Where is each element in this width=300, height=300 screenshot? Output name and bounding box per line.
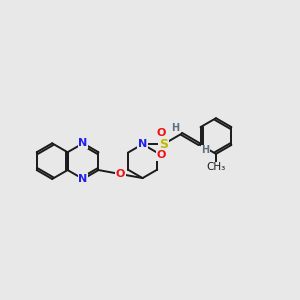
Text: O: O bbox=[157, 150, 166, 160]
Text: S: S bbox=[159, 138, 168, 151]
Text: N: N bbox=[138, 139, 147, 149]
Text: O: O bbox=[157, 128, 166, 138]
Text: H: H bbox=[201, 146, 209, 155]
Text: N: N bbox=[78, 174, 88, 184]
Text: CH₃: CH₃ bbox=[206, 162, 226, 172]
Text: O: O bbox=[116, 169, 125, 179]
Text: H: H bbox=[171, 123, 179, 133]
Text: N: N bbox=[78, 138, 88, 148]
